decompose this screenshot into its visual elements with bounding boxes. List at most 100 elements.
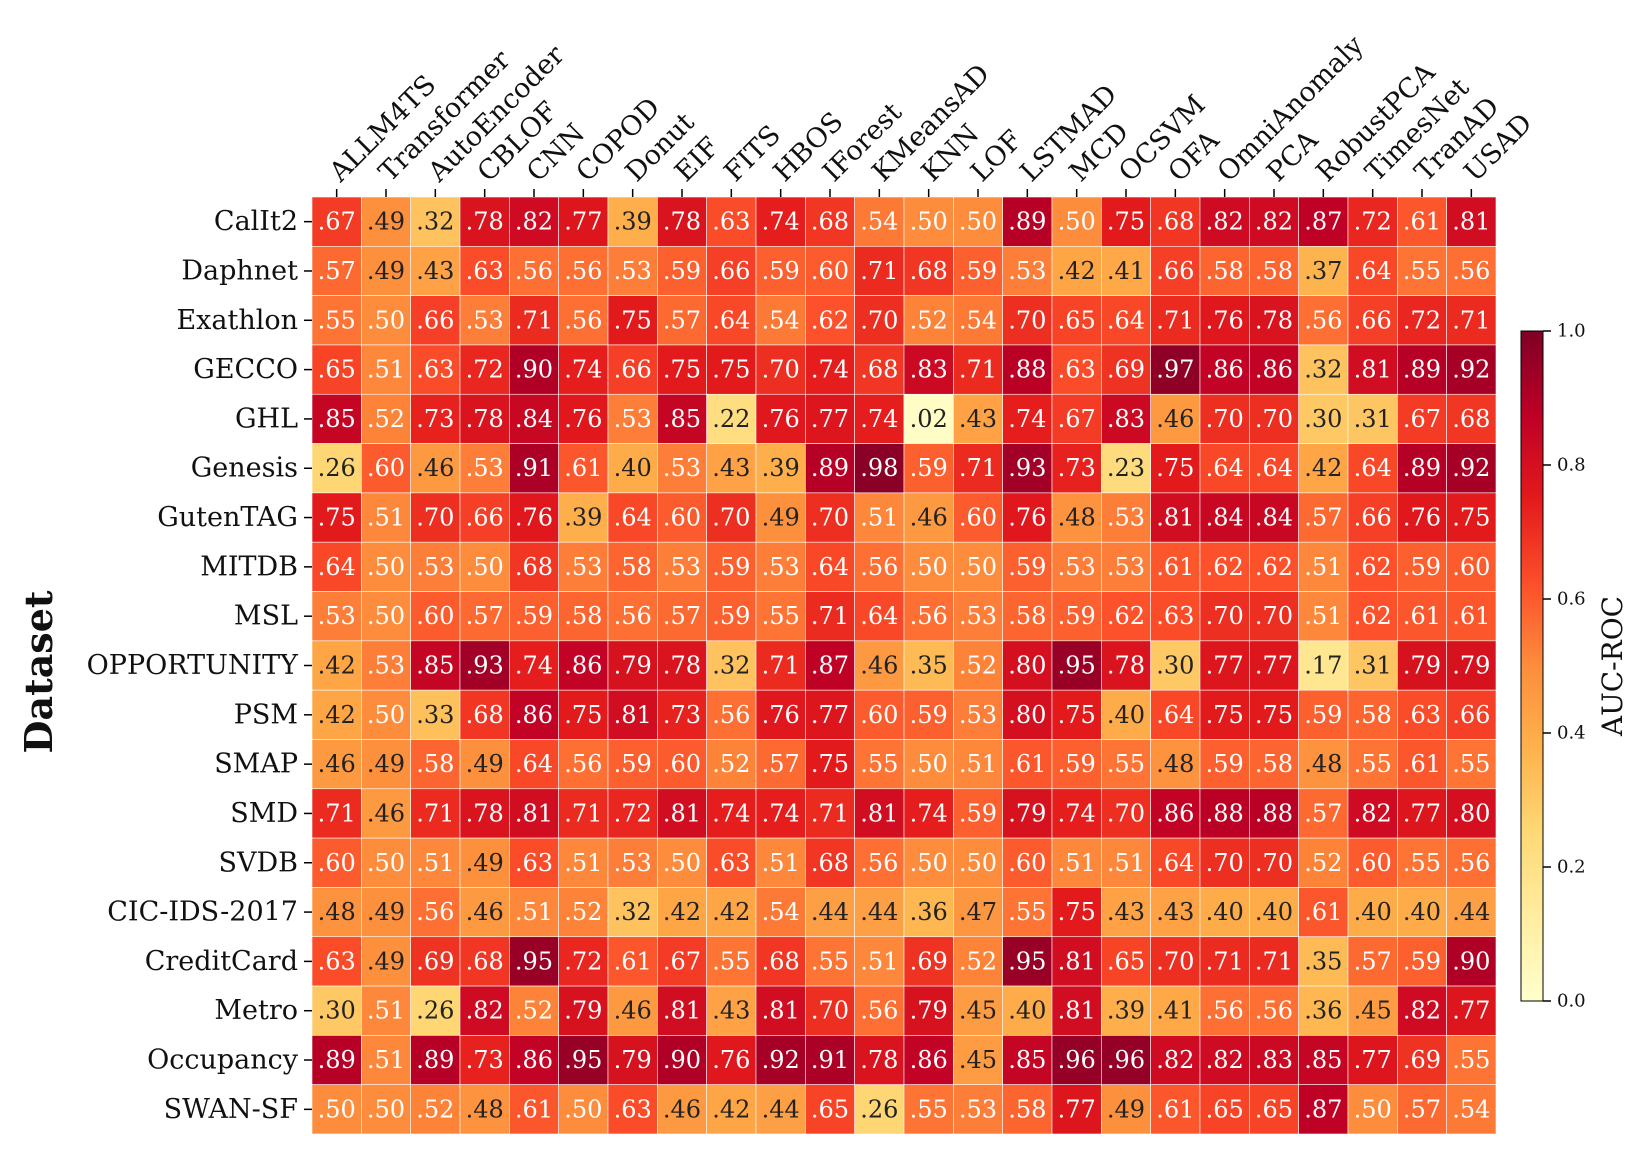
- heatmap-cell: [1051, 887, 1102, 938]
- heatmap-cell: [1347, 936, 1398, 987]
- cell-value-label: .77: [1206, 652, 1244, 680]
- heatmap-cell: [1446, 1084, 1497, 1135]
- cell-value-label: .68: [1452, 405, 1490, 433]
- heatmap-cell: [459, 887, 510, 938]
- heatmap-cell: [607, 443, 658, 494]
- heatmap-cell: [1397, 492, 1447, 543]
- heatmap-cell: [1051, 640, 1102, 691]
- heatmap-cell: [1446, 1035, 1497, 1085]
- cell-value-label: .49: [367, 750, 405, 778]
- cell-value-label: .59: [1206, 750, 1244, 778]
- cell-value-label: .51: [860, 504, 898, 532]
- cell-value-label: .70: [712, 504, 750, 532]
- cell-value-label: .74: [564, 356, 602, 384]
- heatmap-cell: [311, 443, 362, 494]
- cell-value-label: .57: [1304, 799, 1342, 827]
- cell-value-label: .58: [1354, 701, 1392, 729]
- heatmap-cell: [1397, 393, 1447, 444]
- heatmap-cell: [903, 541, 954, 592]
- cell-value-label: .56: [1206, 997, 1244, 1025]
- heatmap-cell: [459, 1035, 510, 1085]
- heatmap-cell: [311, 393, 362, 444]
- cell-value-label: .53: [762, 553, 800, 581]
- heatmap-cell: [755, 492, 806, 543]
- cell-value-label: .64: [1354, 257, 1392, 285]
- heatmap-cell: [953, 1035, 1003, 1085]
- heatmap-cell: [558, 492, 609, 543]
- cell-value-label: .89: [416, 1046, 454, 1074]
- heatmap-cell: [1397, 541, 1447, 592]
- heatmap-cell: [953, 985, 1003, 1036]
- cell-value-label: .55: [1354, 750, 1392, 778]
- heatmap-cell: [1150, 443, 1201, 494]
- heatmap-cell: [805, 739, 855, 790]
- cell-value-label: .74: [811, 356, 849, 384]
- cell-value-label: .52: [1304, 849, 1342, 877]
- heatmap-cell: [854, 196, 905, 247]
- cell-value-label: .39: [1107, 997, 1145, 1025]
- heatmap-cell: [1347, 739, 1398, 790]
- heatmap-cell: [410, 837, 461, 888]
- heatmap-cell: [755, 936, 806, 987]
- cell-value-label: .74: [762, 208, 800, 236]
- cell-value-label: .43: [1156, 898, 1194, 926]
- cell-value-label: .71: [564, 799, 602, 827]
- cell-value-label: .50: [367, 1095, 405, 1123]
- cell-value-label: .31: [1354, 405, 1392, 433]
- cell-value-label: .60: [416, 602, 454, 630]
- cell-value-label: .78: [1255, 306, 1293, 334]
- cell-value-label: .50: [959, 553, 997, 581]
- cell-value-label: .82: [1403, 997, 1441, 1025]
- cell-value-label: .53: [1008, 257, 1046, 285]
- heatmap-cell: [1249, 689, 1299, 740]
- cell-value-label: .46: [466, 898, 504, 926]
- cell-value-label: .51: [1304, 602, 1342, 630]
- cell-value-label: .46: [910, 504, 948, 532]
- heatmap-cell: [1249, 541, 1299, 592]
- cell-value-label: .46: [860, 652, 898, 680]
- heatmap-cell: [657, 443, 707, 494]
- cell-value-label: .50: [910, 849, 948, 877]
- cell-value-label: .53: [614, 849, 652, 877]
- heatmap-cell: [1051, 591, 1102, 642]
- heatmap-cell: [657, 788, 707, 839]
- cell-value-label: .75: [564, 701, 602, 729]
- cell-value-label: .70: [1008, 306, 1046, 334]
- cell-value-label: .69: [416, 947, 454, 975]
- cell-value-label: .67: [663, 947, 701, 975]
- cell-value-label: .70: [1255, 602, 1293, 630]
- cell-value-label: .71: [959, 356, 997, 384]
- cell-value-label: .72: [466, 356, 504, 384]
- cell-value-label: .43: [712, 454, 750, 482]
- cell-value-label: .63: [1403, 701, 1441, 729]
- cell-value-label: .90: [1452, 947, 1490, 975]
- y-tick-label: MSL: [234, 601, 298, 632]
- cell-value-label: .56: [416, 898, 454, 926]
- heatmap-cell: [1347, 393, 1398, 444]
- cell-value-label: .57: [1304, 504, 1342, 532]
- cell-value-label: .81: [515, 799, 553, 827]
- cell-value-label: .50: [910, 553, 948, 581]
- cell-value-label: .54: [959, 306, 997, 334]
- heatmap-cell: [706, 689, 757, 740]
- cell-value-label: .42: [318, 652, 356, 680]
- heatmap-cell: [1347, 837, 1398, 888]
- cell-value-label: .40: [614, 454, 652, 482]
- cell-value-label: .86: [1206, 356, 1244, 384]
- heatmap-cell: [903, 985, 954, 1036]
- cell-value-label: .79: [564, 997, 602, 1025]
- heatmap-cell: [509, 344, 559, 395]
- cell-value-label: .50: [1354, 1095, 1392, 1123]
- cell-value-label: .64: [614, 504, 652, 532]
- cell-value-label: .64: [1354, 454, 1392, 482]
- heatmap-cell: [805, 936, 855, 987]
- cell-value-label: .66: [416, 306, 454, 334]
- cell-value-label: .89: [1008, 208, 1046, 236]
- cell-value-label: .73: [663, 701, 701, 729]
- heatmap-cell: [953, 640, 1003, 691]
- cell-value-label: .66: [712, 257, 750, 285]
- heatmap-cell: [311, 788, 362, 839]
- heatmap-cell: [805, 393, 855, 444]
- cell-value-label: .63: [712, 208, 750, 236]
- heatmap-cell: [1051, 541, 1102, 592]
